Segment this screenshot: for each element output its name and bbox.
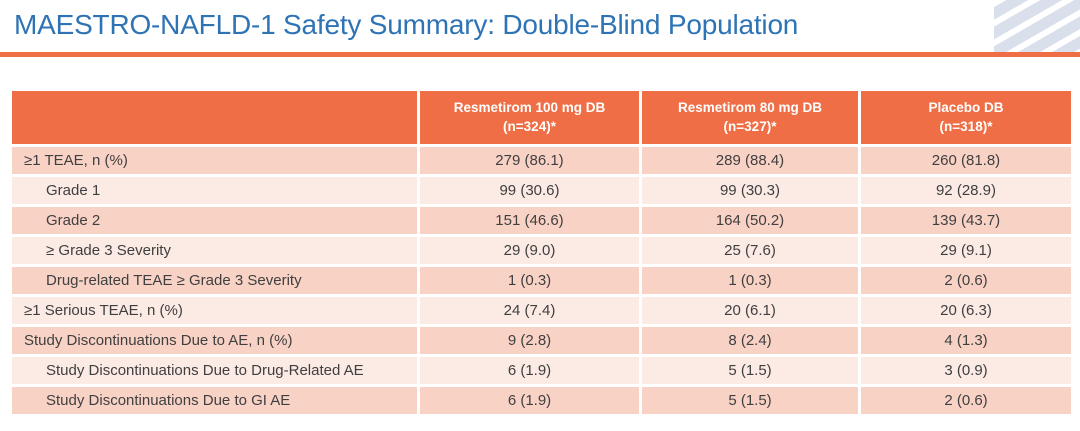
row-label: Drug-related TEAE ≥ Grade 3 Severity (12, 266, 417, 294)
row-value: 8 (2.4) (642, 326, 858, 354)
header-line1: Resmetirom 100 mg DB (453, 99, 606, 115)
row-label: Study Discontinuations Due to Drug-Relat… (12, 356, 417, 384)
row-value: 29 (9.0) (420, 236, 639, 264)
header-line2: (n=318)* (939, 118, 993, 134)
row-value: 99 (30.6) (420, 176, 639, 204)
row-value: 2 (0.6) (861, 386, 1071, 414)
row-value: 151 (46.6) (420, 206, 639, 234)
row-value: 6 (1.9) (420, 356, 639, 384)
row-value: 5 (1.5) (642, 386, 858, 414)
header-line1: Resmetirom 80 mg DB (677, 99, 823, 115)
header-line2: (n=327)* (723, 118, 777, 134)
row-value: 20 (6.1) (642, 296, 858, 324)
header-placebo: Placebo DB (n=318)* (861, 91, 1071, 144)
row-value: 2 (0.6) (861, 266, 1071, 294)
row-value: 164 (50.2) (642, 206, 858, 234)
row-value: 3 (0.9) (861, 356, 1071, 384)
row-value: 29 (9.1) (861, 236, 1071, 264)
row-label: ≥1 TEAE, n (%) (12, 146, 417, 174)
row-value: 1 (0.3) (420, 266, 639, 294)
header-empty-cell (12, 91, 417, 144)
row-value: 4 (1.3) (861, 326, 1071, 354)
header-line1: Placebo DB (928, 99, 1004, 115)
title-divider (0, 52, 1080, 57)
row-value: 9 (2.8) (420, 326, 639, 354)
row-value: 5 (1.5) (642, 356, 858, 384)
row-value: 260 (81.8) (861, 146, 1071, 174)
row-label: Study Discontinuations Due to GI AE (12, 386, 417, 414)
row-value: 279 (86.1) (420, 146, 639, 174)
corner-globe-icon (994, 0, 1080, 52)
safety-table: Resmetirom 100 mg DB (n=324)* Resmetirom… (12, 91, 1071, 414)
row-label: ≥ Grade 3 Severity (12, 236, 417, 264)
row-value: 139 (43.7) (861, 206, 1071, 234)
row-value: 6 (1.9) (420, 386, 639, 414)
header-resmetirom-80: Resmetirom 80 mg DB (n=327)* (642, 91, 858, 144)
row-value: 20 (6.3) (861, 296, 1071, 324)
corner-globe-stripes (994, 0, 1080, 52)
row-label: Grade 1 (12, 176, 417, 204)
page-title: MAESTRO-NAFLD-1 Safety Summary: Double-B… (14, 9, 799, 40)
row-label: Study Discontinuations Due to AE, n (%) (12, 326, 417, 354)
row-value: 24 (7.4) (420, 296, 639, 324)
row-value: 25 (7.6) (642, 236, 858, 264)
row-value: 99 (30.3) (642, 176, 858, 204)
row-label: Grade 2 (12, 206, 417, 234)
row-value: 92 (28.9) (861, 176, 1071, 204)
row-value: 289 (88.4) (642, 146, 858, 174)
row-value: 1 (0.3) (642, 266, 858, 294)
header-resmetirom-100: Resmetirom 100 mg DB (n=324)* (420, 91, 639, 144)
header-line2: (n=324)* (503, 118, 556, 134)
row-label: ≥1 Serious TEAE, n (%) (12, 296, 417, 324)
